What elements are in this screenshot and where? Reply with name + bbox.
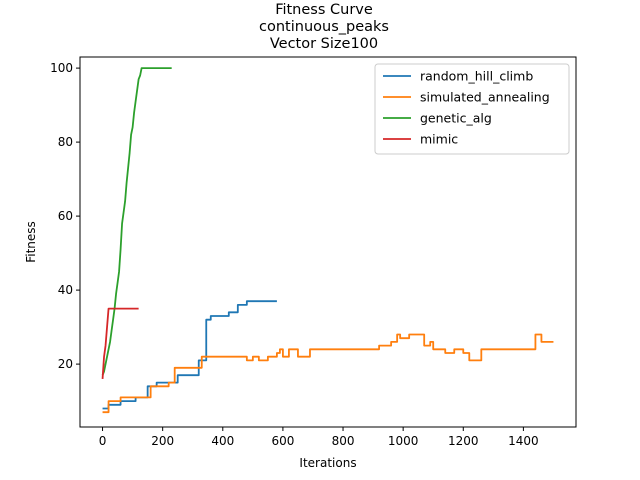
legend-label-simulated-annealing: simulated_annealing xyxy=(420,90,550,105)
series-line-simulated-annealing xyxy=(102,333,554,414)
chart-title-line-1: Fitness Curve xyxy=(275,2,373,18)
x-tick-label: 400 xyxy=(211,434,234,448)
series-lines xyxy=(101,67,554,414)
x-axis-label: Iterations xyxy=(299,456,356,470)
x-tick-label: 1400 xyxy=(508,434,539,448)
y-axis-ticks: 20 40 60 80 100 xyxy=(50,61,80,371)
legend-frame xyxy=(374,63,570,155)
plot-area: 0 200 400 600 800 1000 1200 1400 20 40 60 80 100 xyxy=(50,56,577,448)
chart-title-line-2: continuous_peaks xyxy=(259,19,389,35)
x-tick-label: 800 xyxy=(332,434,355,448)
chart-title-line-3: Vector Size100 xyxy=(270,36,378,52)
x-tick-label: 200 xyxy=(151,434,174,448)
x-tick-label: 1000 xyxy=(388,434,419,448)
legend-items: random_hill_climb simulated_annealinggene… xyxy=(383,69,550,147)
axes-frame xyxy=(79,56,577,428)
y-tick-label: 100 xyxy=(50,61,73,75)
x-tick-label: 600 xyxy=(271,434,294,448)
legend: random_hill_climb simulated_annealinggene… xyxy=(374,63,570,155)
series-line-mimic xyxy=(101,307,139,379)
y-axis-label: Fitness xyxy=(24,221,38,263)
y-tick-label: 60 xyxy=(58,209,73,223)
legend-label-genetic-alg: genetic_alg xyxy=(420,111,492,126)
x-axis-ticks: 0 200 400 600 800 1000 1200 1400 xyxy=(99,427,539,448)
y-tick-label: 40 xyxy=(58,283,73,297)
legend-label-mimic: mimic xyxy=(420,132,458,147)
y-tick-label: 80 xyxy=(58,135,73,149)
series-line-genetic-alg xyxy=(101,67,172,376)
x-tick-label: 1200 xyxy=(448,434,479,448)
series-line-random-hill-climb xyxy=(102,300,277,410)
legend-label-random-hill-climb: random_hill_climb xyxy=(420,69,533,84)
y-tick-label: 20 xyxy=(58,357,73,371)
x-tick-label: 0 xyxy=(99,434,107,448)
